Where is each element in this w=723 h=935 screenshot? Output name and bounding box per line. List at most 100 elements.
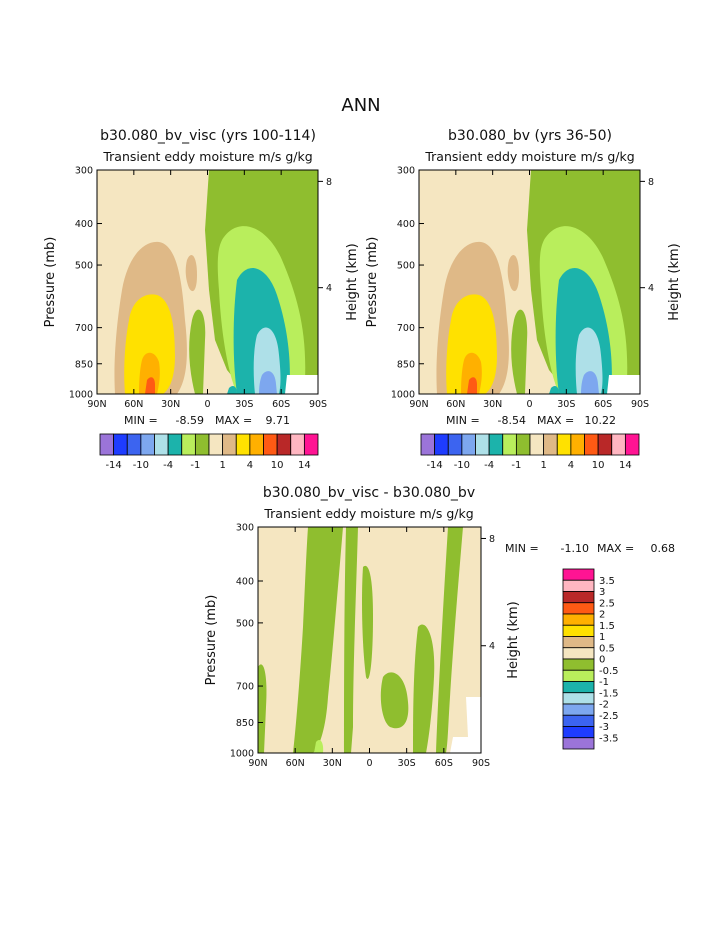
colorbar-label: -1 <box>190 460 200 471</box>
colorbar-label: 0.5 <box>599 643 615 654</box>
colorbar-swatch <box>562 591 595 604</box>
chart-3-max-label: MAX = <box>597 542 634 555</box>
colorbar-swatch <box>562 726 595 739</box>
y-tick-label: 500 <box>75 261 93 272</box>
chart-1-minmax: MIN = -8.59 MAX = 9.71 <box>124 414 290 427</box>
y2-tick-label: 8 <box>326 177 332 188</box>
chart-2-max-label: MAX = <box>537 414 574 427</box>
x-tick-label: 60N <box>124 399 143 410</box>
chart-1-axes: 90N 60N 30N 0 30S 60S 90S 300 400 500 700 850 1000 8 4 <box>69 166 332 411</box>
x-tick-label: 30N <box>323 758 342 769</box>
x-tick-label: 0 <box>366 758 372 769</box>
colorbar-swatch <box>543 433 558 456</box>
x-tick-label: 30N <box>161 399 180 410</box>
chart-2-contour-field <box>419 170 640 394</box>
colorbar-swatch <box>181 433 196 456</box>
chart-3-minmax: MIN = -1.10 MAX = 0.68 <box>505 542 675 555</box>
colorbar-label: 3.5 <box>599 576 615 587</box>
y-tick-label: 500 <box>397 261 415 272</box>
colorbar-swatch <box>502 433 517 456</box>
chart-1-title: b30.080_bv_visc (yrs 100-114) <box>100 128 316 144</box>
chart-1-ylabel: Pressure (mb) <box>43 237 58 328</box>
x-tick-label: 0 <box>526 399 532 410</box>
colorbar-swatch <box>515 433 531 456</box>
chart-3-title: b30.080_bv_visc - b30.080_bv <box>263 485 475 501</box>
colorbar-label: -0.5 <box>599 666 619 677</box>
colorbar-swatch <box>529 433 545 456</box>
x-tick-label: 30S <box>235 399 253 410</box>
chart-1-min-value: -8.59 <box>176 414 204 427</box>
colorbar-swatch <box>447 433 463 456</box>
y2-tick-label: 8 <box>648 177 654 188</box>
chart-3-colorbar: 3.532.521.510.50-0.5-1-1.5-2-2.5-3-3.5 <box>562 568 619 750</box>
chart-2-axes: 90N 60N 30N 0 30S 60S 90S 300 400 500 700 850 1000 8 4 <box>391 166 654 411</box>
y-tick-label: 850 <box>75 359 93 370</box>
y-tick-label: 850 <box>236 718 254 729</box>
chart-panel-2: b30.080_bv (yrs 36-50) Transient eddy mo… <box>365 128 682 471</box>
chart-2-max-value: 10.22 <box>585 414 617 427</box>
colorbar-swatch <box>562 636 595 649</box>
colorbar-label: -4 <box>484 460 494 471</box>
colorbar-swatch <box>562 681 595 694</box>
chart-1-min-label: MIN = <box>124 414 158 427</box>
x-tick-label: 30S <box>557 399 575 410</box>
colorbar-swatch <box>556 433 572 456</box>
colorbar-label: 1 <box>219 460 225 471</box>
colorbar-swatch <box>303 433 319 456</box>
y-tick-label: 400 <box>236 577 254 588</box>
x-tick-label: 90N <box>87 399 106 410</box>
colorbar-label: 1.5 <box>599 621 615 632</box>
y-tick-label: 300 <box>236 523 254 534</box>
chart-3-axes: 90N 60N 30N 0 30S 60S 90S 300 400 500 700 850 1000 8 4 <box>230 523 495 770</box>
colorbar-swatch <box>562 568 595 581</box>
colorbar-swatch <box>434 433 449 456</box>
colorbar-label: 1 <box>599 632 605 643</box>
colorbar-swatch <box>488 433 504 456</box>
y-tick-label: 1000 <box>69 390 93 401</box>
chart-3-y2label: Height (km) <box>506 601 521 678</box>
colorbar-swatch <box>584 433 599 456</box>
colorbar-swatch <box>562 737 595 750</box>
x-tick-label: 90S <box>309 399 327 410</box>
colorbar-label: 10 <box>592 460 605 471</box>
colorbar-swatch <box>154 433 169 456</box>
colorbar-swatch <box>222 433 237 456</box>
y-tick-label: 700 <box>397 323 415 334</box>
colorbar-swatch <box>562 703 595 716</box>
chart-2-subtitle: Transient eddy moisture m/s g/kg <box>424 149 634 164</box>
chart-2-min-label: MIN = <box>446 414 480 427</box>
x-tick-label: 90S <box>631 399 649 410</box>
chart-2-ylabel: Pressure (mb) <box>365 237 380 328</box>
chart-panel-1: b30.080_bv_visc (yrs 100-114) Transient … <box>43 128 360 471</box>
colorbar-swatch <box>624 433 640 456</box>
colorbar-label: -10 <box>454 460 470 471</box>
colorbar-swatch <box>570 433 585 456</box>
y-tick-label: 400 <box>397 219 415 230</box>
y-tick-label: 400 <box>75 219 93 230</box>
colorbar-label: 10 <box>271 460 284 471</box>
colorbar-swatch <box>235 433 251 456</box>
x-tick-label: 30S <box>398 758 416 769</box>
colorbar-swatch <box>562 692 595 705</box>
y-tick-label: 300 <box>397 166 415 177</box>
colorbar-swatch <box>420 433 436 456</box>
colorbar-label: -1.5 <box>599 688 619 699</box>
y2-tick-label: 4 <box>648 283 654 294</box>
chart-1-max-value: 9.71 <box>266 414 291 427</box>
chart-1-y2label: Height (km) <box>345 243 360 320</box>
colorbar-label: -14 <box>426 460 442 471</box>
colorbar-label: 4 <box>247 460 253 471</box>
y-tick-label: 700 <box>236 682 254 693</box>
colorbar-swatch <box>562 658 595 671</box>
colorbar-label: -3 <box>599 722 609 733</box>
chart-2-title: b30.080_bv (yrs 36-50) <box>448 128 612 144</box>
y-tick-label: 1000 <box>391 390 415 401</box>
colorbar-swatch <box>562 579 595 592</box>
chart-3-contour-field <box>258 527 481 753</box>
chart-1-contour-field <box>97 170 318 394</box>
colorbar-label: -10 <box>133 460 149 471</box>
x-tick-label: 0 <box>204 399 210 410</box>
chart-3-min-value: -1.10 <box>561 542 589 555</box>
colorbar-label: 2.5 <box>599 598 615 609</box>
chart-1-subtitle: Transient eddy moisture m/s g/kg <box>102 149 312 164</box>
